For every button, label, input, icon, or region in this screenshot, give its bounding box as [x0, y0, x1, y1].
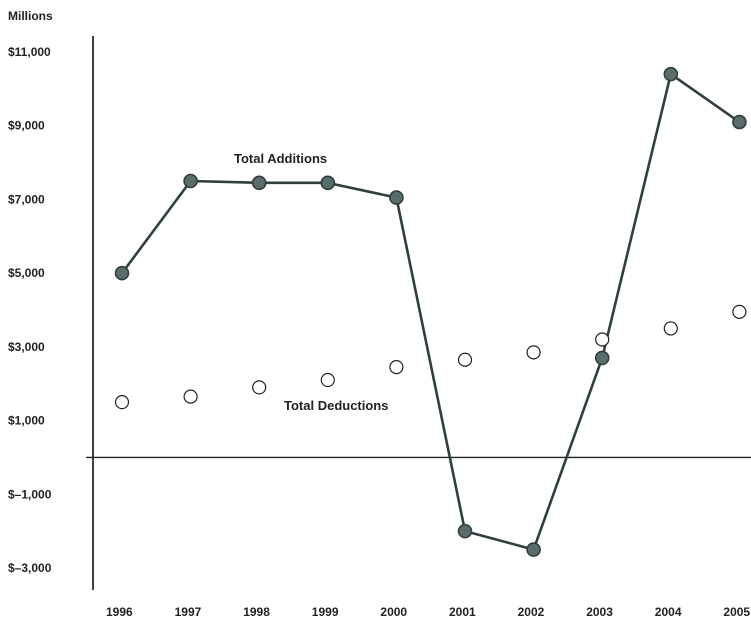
data-point-total-deductions	[114, 395, 130, 410]
data-point-total-deductions	[389, 360, 404, 375]
data-point-total-deductions	[732, 304, 747, 319]
data-point-total-deductions	[526, 345, 541, 360]
x-tick-label: 2003	[586, 605, 613, 619]
data-point-total-deductions	[457, 352, 473, 367]
data-point-total-additions	[663, 66, 679, 82]
data-point-total-additions	[526, 542, 541, 557]
data-point-total-additions	[457, 523, 473, 539]
data-point-total-additions	[732, 114, 747, 130]
series-line-total-additions	[120, 72, 741, 551]
data-point-total-additions	[251, 175, 267, 191]
series-label-total-additions: Total Additions	[234, 151, 327, 166]
x-tick-label: 2004	[655, 605, 682, 619]
series-markers	[114, 66, 747, 557]
data-point-total-additions	[320, 175, 336, 191]
x-tick-label: 2002	[518, 605, 545, 619]
y-tick-label: $7,000	[8, 192, 45, 206]
x-tick-label: 1998	[243, 605, 270, 619]
y-tick-label: $5,000	[8, 266, 45, 280]
data-point-total-additions	[114, 265, 130, 281]
x-tick-label: 2001	[449, 605, 476, 619]
x-tick-labels: 1996 1997 1998 1999 2000 2001 2002 2003 2004 2005	[106, 605, 750, 619]
y-tick-label: $9,000	[8, 119, 45, 133]
data-point-total-additions	[183, 173, 198, 189]
y-tick-label: $–3,000	[8, 561, 52, 575]
series-lines	[120, 72, 741, 551]
data-point-total-additions	[389, 190, 404, 205]
series-label-total-deductions: Total Deductions	[284, 398, 388, 413]
y-unit-label: Millions	[8, 9, 53, 23]
y-tick-label: $1,000	[8, 414, 45, 428]
data-point-total-deductions	[252, 380, 267, 395]
x-tick-label: 2000	[380, 605, 407, 619]
data-point-total-deductions	[183, 389, 198, 404]
y-tick-label: $–1,000	[8, 487, 52, 501]
x-tick-label: 1997	[175, 605, 202, 619]
data-point-total-deductions	[595, 332, 610, 347]
x-tick-label: 1996	[106, 605, 133, 619]
data-point-total-deductions	[320, 372, 335, 388]
data-point-total-deductions	[663, 321, 678, 336]
y-tick-labels: $11,000 $9,000 $7,000 $5,000 $3,000 $1,000 $–1…	[8, 45, 52, 575]
y-tick-label: $11,000	[8, 45, 51, 59]
y-tick-label: $3,000	[8, 340, 45, 354]
data-point-total-additions	[594, 350, 610, 366]
x-tick-label: 1999	[312, 605, 339, 619]
x-tick-label: 2005	[723, 605, 750, 619]
